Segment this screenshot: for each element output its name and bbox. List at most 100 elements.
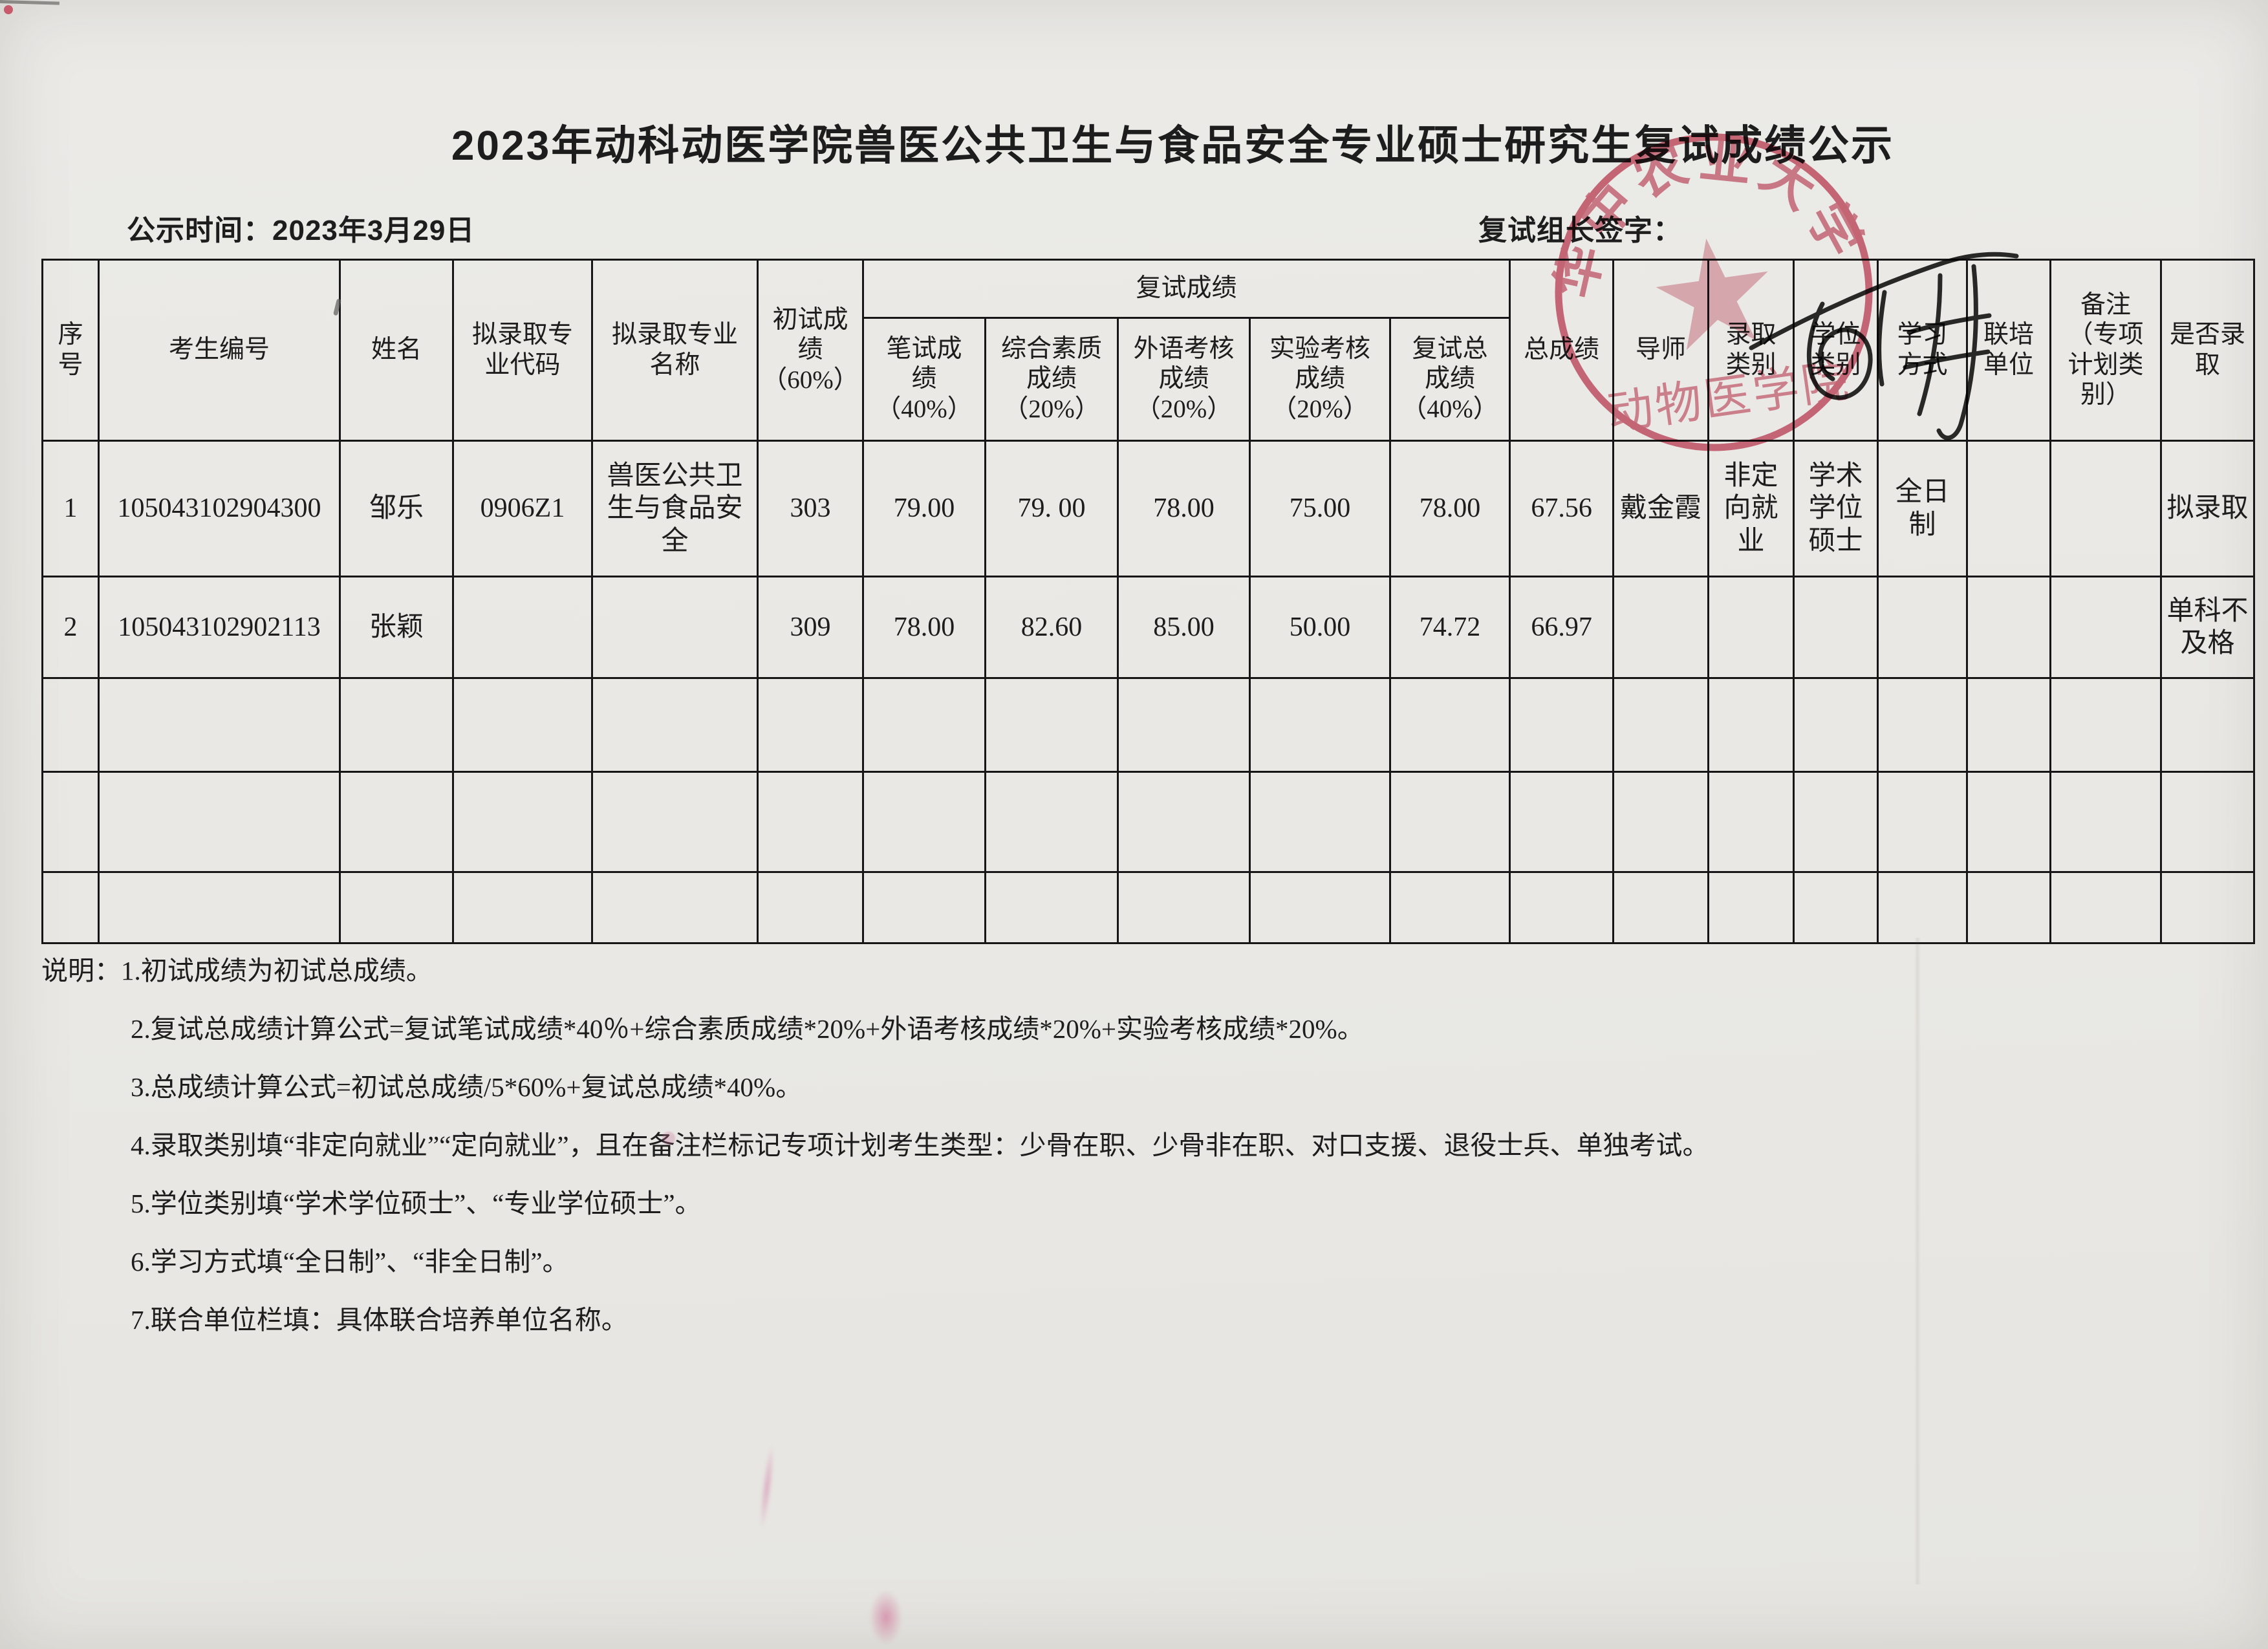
scan-red-dot-artifact (4, 5, 13, 14)
table-cell (1707, 576, 1795, 679)
empty-cell (1877, 677, 1969, 773)
table-cell (1877, 576, 1969, 679)
empty-cell (1793, 771, 1879, 873)
empty-cell (41, 771, 100, 873)
empty-cell (1509, 871, 1615, 944)
empty-cell (984, 871, 1119, 944)
empty-cell (1966, 677, 2052, 773)
empty-cell (757, 871, 864, 944)
empty-cell (98, 871, 341, 944)
header-seq: 序 号 (41, 259, 100, 442)
notes-section: 说明：1.初试成绩为初试总成绩。 2.复试总成绩计算公式=复试笔试成绩*40％+… (41, 956, 1709, 1364)
empty-cell (1509, 677, 1615, 773)
empty-cell (1117, 871, 1251, 944)
table-cell (1612, 576, 1710, 679)
empty-cell (98, 677, 341, 773)
scan-edge-artifact (0, 0, 59, 5)
empty-cell (2049, 677, 2163, 773)
table-cell (452, 576, 593, 679)
empty-cell (591, 677, 759, 773)
table-cell: 50.00 (1249, 576, 1391, 679)
page-title: 2023年动科动医学院兽医公共卫生与食品安全专业硕士研究生复试成绩公示 (451, 122, 1895, 169)
table-cell: 75.00 (1249, 440, 1391, 577)
table-cell: 309 (757, 576, 864, 679)
empty-cell (1249, 871, 1391, 944)
header-retest-group: 复试成绩 (861, 259, 1511, 319)
empty-cell (1117, 771, 1251, 873)
table-cell: 张颖 (339, 576, 454, 679)
empty-cell (1509, 771, 1615, 873)
header-candidate-id: 考生编号 (98, 259, 341, 442)
table-cell (591, 576, 759, 679)
header-name: 姓名 (339, 259, 454, 442)
empty-cell (1388, 677, 1511, 773)
empty-cell (1388, 771, 1511, 873)
empty-cell (591, 771, 759, 873)
table-cell: 邹乐 (339, 440, 454, 577)
table-cell: 78.00 (1388, 440, 1511, 577)
table-cell: 78.00 (862, 576, 986, 679)
empty-cell (452, 871, 593, 944)
paper-crease-artifact (1914, 938, 1921, 1584)
header-written-score: 笔试成 绩 （40%） (862, 317, 986, 442)
note-line: 2.复试总成绩计算公式=复试笔试成绩*40％+综合素质成绩*20%+外语考核成绩… (131, 1014, 1364, 1044)
table-cell: 67.56 (1509, 440, 1615, 577)
empty-cell (1612, 677, 1710, 773)
empty-cell (2160, 677, 2256, 773)
table-cell: 单科不 及格 (2160, 576, 2256, 679)
table-cell: 79.00 (862, 440, 986, 577)
empty-cell (1707, 677, 1795, 773)
table-cell: 105043102902113 (98, 576, 341, 679)
table-row-empty (41, 677, 2256, 773)
empty-cell (591, 871, 759, 944)
table-cell (2049, 576, 2163, 679)
empty-cell (1966, 871, 2052, 944)
empty-cell (2160, 871, 2256, 944)
empty-cell (1117, 677, 1251, 773)
empty-cell (339, 871, 454, 944)
empty-cell (862, 677, 986, 773)
empty-cell (1707, 771, 1795, 873)
header-degree-type: 学位 类别 (1793, 259, 1879, 442)
empty-cell (41, 677, 100, 773)
empty-cell (2160, 771, 2256, 873)
empty-cell (1793, 871, 1879, 944)
table-cell: 78.00 (1117, 440, 1251, 577)
header-study-mode: 学习 方式 (1877, 259, 1969, 442)
empty-cell (1612, 771, 1710, 873)
header-foreign-score: 外语考核 成绩 （20%） (1117, 317, 1251, 442)
empty-cell (452, 771, 593, 873)
table-row-empty (41, 871, 2256, 944)
empty-cell (1249, 771, 1391, 873)
table-cell (1966, 440, 2052, 577)
empty-cell (984, 771, 1119, 873)
empty-cell (1249, 677, 1391, 773)
header-quality-score: 综合素质 成绩 （20%） (984, 317, 1119, 442)
header-initial-score: 初试成绩 （60%） (757, 259, 864, 442)
empty-cell (1707, 871, 1795, 944)
header-row-top: 序 号 考生编号 姓名 拟录取专 业代码 拟录取专业 名称 初试成绩 （60%）… (41, 259, 2256, 442)
table-cell (1966, 576, 2052, 679)
table-row: 2 105043102902113 张颖 309 78.00 82.60 85.… (41, 576, 2256, 679)
note-line: 7.联合单位栏填：具体联合培养单位名称。 (131, 1305, 628, 1335)
header-admission-type: 录取 类别 (1707, 259, 1795, 442)
header-experiment-score: 实验考核 成绩 （20%） (1249, 317, 1391, 442)
empty-cell (757, 771, 864, 873)
empty-cell (2049, 871, 2163, 944)
pink-smudge-artifact (756, 1443, 778, 1531)
table-cell: 拟录取 (2160, 440, 2256, 577)
table-cell: 兽医公共卫 生与食品安 全 (591, 440, 759, 577)
note-line: 4.录取类别填“非定向就业”“定向就业”，且在备注栏标记专项计划考生类型：少骨在… (131, 1130, 1709, 1161)
empty-cell (984, 677, 1119, 773)
table-cell: 79. 00 (984, 440, 1119, 577)
table-cell: 2 (41, 576, 100, 679)
empty-cell (98, 771, 341, 873)
empty-cell (1793, 677, 1879, 773)
header-remark: 备注 （专项 计划类 别） (2049, 259, 2163, 442)
table-cell: 82.60 (984, 576, 1119, 679)
note-line: 说明：1.初试成绩为初试总成绩。 (41, 956, 433, 986)
table-cell: 非定 向就 业 (1707, 440, 1795, 577)
header-major-code: 拟录取专 业代码 (452, 259, 593, 442)
header-row-sub: 笔试成 绩 （40%） 综合素质 成绩 （20%） 外语考核 成绩 （20%） … (43, 317, 2254, 442)
header-total-score: 总成绩 (1509, 259, 1615, 442)
